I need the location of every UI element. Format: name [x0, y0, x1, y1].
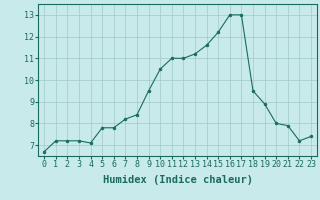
X-axis label: Humidex (Indice chaleur): Humidex (Indice chaleur) — [103, 175, 252, 185]
